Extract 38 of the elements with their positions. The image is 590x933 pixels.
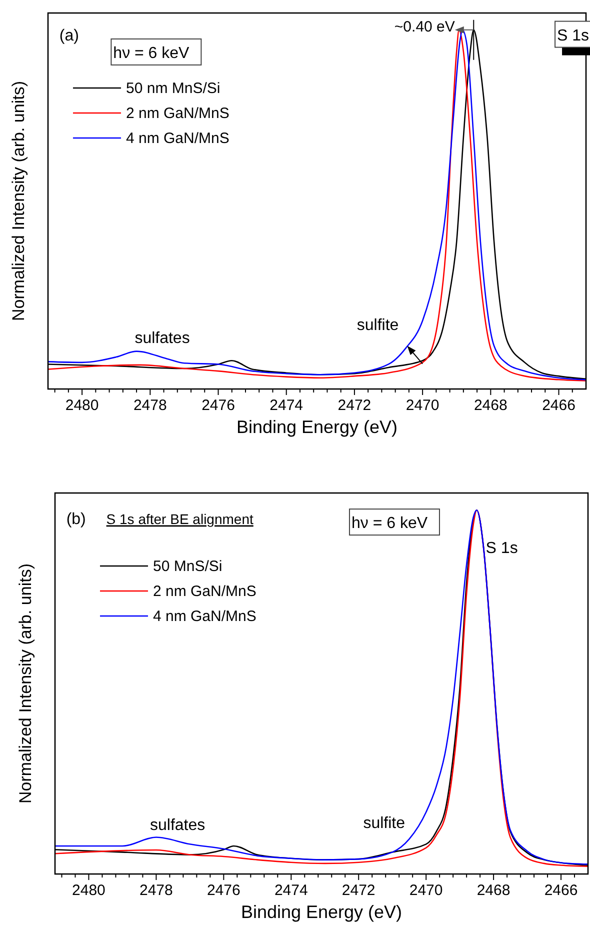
- annotation: S 1s after BE alignment: [106, 511, 254, 528]
- x-tick-label: 2480: [72, 882, 106, 899]
- legend-label: 50 MnS/Si: [153, 558, 222, 575]
- annotation: sulfite: [356, 316, 399, 334]
- annotation: (b): [66, 511, 86, 528]
- x-tick-label: 2466: [544, 882, 578, 899]
- x-tick-label: 2472: [338, 397, 372, 414]
- annotation: sulfite: [363, 814, 406, 832]
- legend-label: 50 nm MnS/Si: [126, 80, 220, 97]
- legend-label: 4 nm GaN/MnS: [126, 130, 230, 147]
- x-tick-label: 2468: [474, 397, 508, 414]
- annotation: S 1s: [557, 27, 590, 44]
- x-tick-label: 2478: [140, 882, 173, 899]
- x-axis-title: Binding Energy (eV): [236, 417, 398, 437]
- annotation: ~0.40 eV: [394, 18, 455, 36]
- x-tick-label: 2468: [476, 882, 510, 899]
- x-tick-label: 2474: [270, 397, 304, 414]
- y-axis-title: Normalized Intensity (arb. units): [16, 564, 35, 804]
- x-tick-label: 2480: [65, 397, 99, 414]
- x-tick-label: 2478: [133, 397, 167, 414]
- annotation: hν = 6 keV: [351, 515, 428, 532]
- x-tick-label: 2472: [342, 882, 376, 899]
- legend-label: 2 nm GaN/MnS: [153, 583, 256, 600]
- annotation: sulfates: [150, 817, 206, 834]
- annotation: (a): [59, 27, 79, 44]
- legend-label: 2 nm GaN/MnS: [126, 105, 230, 122]
- x-tick-label: 2476: [206, 882, 240, 899]
- x-axis-title: Binding Energy (eV): [240, 902, 402, 922]
- x-tick-label: 2466: [542, 397, 576, 414]
- legend-label: 4 nm GaN/MnS: [153, 608, 256, 625]
- annotation: sulfates: [134, 330, 190, 347]
- annotation: S 1s: [486, 540, 518, 557]
- y-axis-title: Normalized Intensity (arb. units): [9, 81, 28, 321]
- x-tick-label: 2470: [406, 397, 440, 414]
- x-tick-label: 2476: [202, 397, 235, 414]
- annotation: hν = 6 keV: [113, 44, 190, 62]
- x-tick-label: 2470: [409, 882, 443, 899]
- x-tick-label: 2474: [274, 882, 308, 899]
